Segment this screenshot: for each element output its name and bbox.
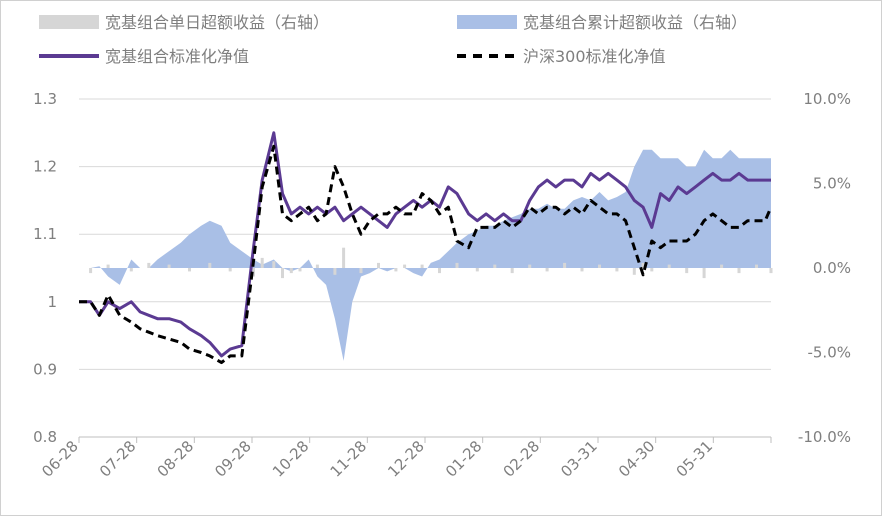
daily-excess-bar: [315, 264, 319, 268]
y-axis-left: 1.3 1.2 1.1 1 0.9 0.8: [33, 90, 57, 446]
x-tick-label: 10-28: [269, 437, 313, 481]
daily-excess-bar: [377, 262, 380, 268]
daily-excess-bar: [147, 262, 151, 268]
y-right-tick-label: 0.0%: [813, 259, 851, 277]
daily-excess-bar: [438, 268, 441, 274]
x-tick-label: 03-31: [557, 437, 601, 481]
daily-excess-bar: [333, 268, 337, 275]
legend-label-portfolio-nav: 宽基组合标准化净值: [105, 47, 249, 66]
y-left-tick-label: 0.8: [33, 428, 57, 446]
legend: 宽基组合单日超额收益（右轴） 宽基组合累计超额收益（右轴） 宽基组合标准化净值 …: [39, 13, 747, 66]
daily-excess-bar: [420, 264, 424, 268]
daily-excess-bar: [475, 268, 479, 272]
daily-excess-bar: [650, 268, 654, 272]
daily-excess-bar: [667, 264, 671, 268]
x-axis: [78, 436, 772, 443]
daily-excess-bar: [545, 268, 549, 272]
portfolio-nav-line: [79, 131, 771, 358]
legend-item-daily-excess: 宽基组合单日超额收益（右轴）: [39, 13, 329, 32]
x-tick-label: 04-30: [615, 437, 659, 481]
y-left-tick-label: 1.3: [33, 90, 57, 108]
legend-item-cumulative-excess: 宽基组合累计超额收益（右轴）: [457, 13, 747, 32]
daily-excess-bar: [641, 262, 645, 268]
legend-swatch-daily-excess: [39, 15, 99, 29]
daily-excess-bar: [394, 268, 398, 272]
x-tick-label: 01-28: [442, 437, 486, 481]
x-axis-labels: 06-28 07-28 08-28 09-28 10-28 11-28 12-28 01-28…: [38, 437, 716, 481]
daily-excess-bar: [188, 268, 191, 272]
daily-excess-bar: [298, 268, 302, 272]
x-tick-label: 09-28: [211, 437, 255, 481]
legend-swatch-cumulative-excess: [457, 15, 517, 29]
y-left-tick-label: 1: [47, 293, 57, 311]
daily-excess-bar: [563, 262, 567, 268]
x-tick-label: 07-28: [96, 437, 140, 481]
y-axis-right: 10.0% 5.0% 0.0% -5.0% -10.0%: [798, 90, 851, 446]
daily-excess-bar: [580, 268, 584, 272]
daily-excess-bar: [493, 264, 497, 268]
daily-excess-bar: [228, 268, 232, 272]
daily-excess-bar: [528, 264, 532, 268]
cumulative-excess-area-layer: [79, 149, 771, 361]
daily-excess-bar: [598, 264, 601, 268]
legend-label-hs300-nav: 沪深300标准化净值: [523, 47, 666, 66]
x-tick-label: 11-28: [327, 437, 371, 481]
hs300-nav-line: [79, 144, 773, 365]
daily-excess-bar: [281, 268, 284, 279]
daily-excess-bar: [208, 262, 212, 268]
daily-excess-bar: [755, 264, 758, 268]
y-left-tick-label: 1.2: [33, 158, 57, 176]
daily-excess-bar: [106, 264, 110, 268]
daily-excess-bar: [129, 268, 133, 272]
daily-excess-bar: [737, 268, 741, 274]
daily-excess-bar-layer: [89, 247, 773, 279]
daily-excess-bar: [89, 268, 93, 274]
daily-excess-bar: [289, 268, 293, 274]
y-right-tick-label: 10.0%: [803, 90, 851, 108]
x-tick-label: 05-31: [673, 437, 717, 481]
y-right-tick-label: -5.0%: [807, 344, 851, 362]
daily-excess-bar: [702, 268, 706, 279]
x-tick-label: 12-28: [384, 437, 428, 481]
y-left-tick-label: 1.1: [33, 225, 57, 243]
daily-excess-bar: [685, 268, 689, 274]
legend-item-hs300-nav: 沪深300标准化净值: [457, 47, 666, 66]
legend-label-daily-excess: 宽基组合单日超额收益（右轴）: [105, 13, 329, 32]
daily-excess-bar: [403, 264, 407, 268]
daily-excess-bar: [632, 268, 636, 275]
daily-excess-bar: [615, 268, 619, 272]
y-left-tick-label: 0.9: [33, 360, 57, 378]
daily-excess-bar: [167, 264, 171, 268]
daily-excess-bar: [720, 264, 724, 268]
legend-label-cumulative-excess: 宽基组合累计超额收益（右轴）: [523, 13, 747, 32]
daily-excess-bar: [342, 247, 346, 268]
daily-excess-bar: [455, 262, 459, 268]
y-right-tick-label: 5.0%: [813, 175, 851, 193]
daily-excess-bar: [359, 268, 363, 274]
legend-item-portfolio-nav: 宽基组合标准化净值: [39, 47, 249, 66]
y-right-tick-label: -10.0%: [798, 428, 851, 446]
line-series-layer: [79, 131, 773, 365]
x-tick-label: 02-28: [500, 437, 544, 481]
daily-excess-bar: [769, 268, 773, 274]
daily-excess-bar: [260, 257, 264, 268]
cumulative-excess-area: [79, 149, 771, 361]
daily-excess-bar: [510, 268, 514, 274]
x-tick-label: 08-28: [154, 437, 198, 481]
daily-excess-bar: [272, 261, 276, 268]
